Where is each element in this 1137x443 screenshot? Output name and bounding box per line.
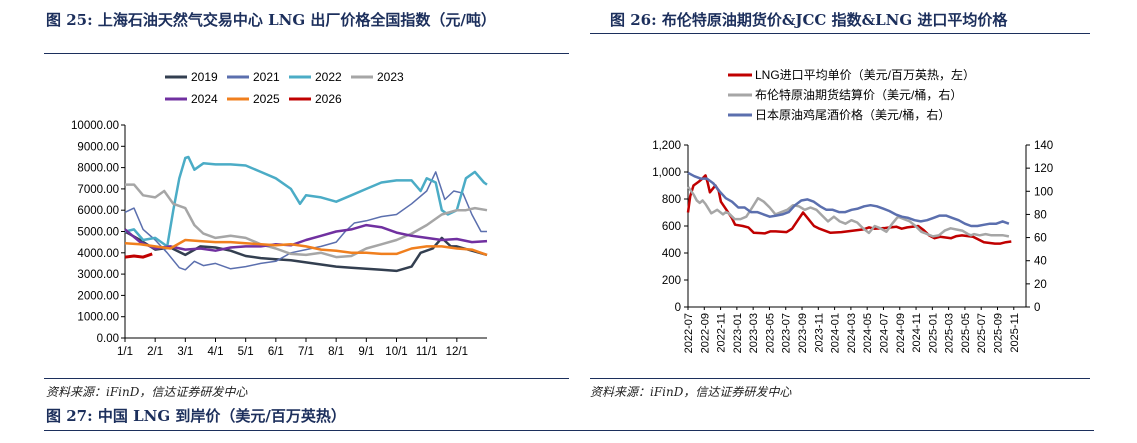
y-left-tick-label: 0 xyxy=(675,302,681,314)
y-right-tick-label: 60 xyxy=(1034,233,1047,245)
x-tick-label: 2024-03 xyxy=(846,313,858,353)
x-tick-label: 2025-01 xyxy=(927,313,939,353)
y-tick-label: 2000.00 xyxy=(77,290,119,302)
x-tick-label: 2023-09 xyxy=(797,313,809,353)
source-note-right: 资料来源：iFinD，信达证券研发中心 xyxy=(590,385,792,399)
x-tick-label: 2025-05 xyxy=(960,313,972,353)
legend-label-0: LNG进口平均单价（美元/百万英热，左） xyxy=(755,67,975,82)
x-tick-label: 9/1 xyxy=(358,346,374,358)
y-tick-label: 10000.00 xyxy=(71,120,119,132)
y-tick-label: 4000.00 xyxy=(77,248,119,260)
legend-label-2019: 2019 xyxy=(191,70,218,84)
figure-26-title-rule xyxy=(590,33,1090,34)
legend-label-2024: 2024 xyxy=(191,92,218,106)
figure-25-title-rule xyxy=(44,53,569,54)
y-left-tick-label: 200 xyxy=(662,275,681,287)
x-tick-label: 2025-11 xyxy=(1009,313,1021,353)
y-right-tick-label: 0 xyxy=(1034,302,1040,314)
legend-label-1: 布伦特原油期货结算价（美元/桶，右） xyxy=(755,87,962,102)
y-tick-label: 1000.00 xyxy=(77,312,119,324)
x-tick-label: 2024-05 xyxy=(862,313,874,353)
x-tick-label: 2023-07 xyxy=(781,313,793,353)
x-tick-label: 2025-07 xyxy=(976,313,988,353)
x-tick-label: 2023-01 xyxy=(732,313,744,353)
y-right-tick-label: 140 xyxy=(1034,140,1053,152)
y-tick-label: 0.00 xyxy=(97,333,119,345)
y-left-tick-label: 400 xyxy=(662,248,681,260)
y-left-tick-label: 600 xyxy=(662,221,681,233)
figure-25-title: 图 25: 上海石油天然气交易中心 LNG 出厂价格全国指数（元/吨） xyxy=(46,11,496,29)
y-right-tick-label: 120 xyxy=(1034,163,1053,175)
series-line-2024 xyxy=(124,223,488,252)
legend-label-2026: 2026 xyxy=(315,92,342,106)
x-tick-label: 10/1 xyxy=(385,346,407,358)
source-note-left: 资料来源：iFinD，信达证券研发中心 xyxy=(46,385,248,399)
x-tick-label: 2022-09 xyxy=(699,313,711,353)
x-tick-label: 12/1 xyxy=(446,346,468,358)
legend-label-2025: 2025 xyxy=(253,92,280,106)
x-tick-label: 5/1 xyxy=(238,346,254,358)
x-tick-label: 4/1 xyxy=(208,346,224,358)
y-tick-label: 6000.00 xyxy=(77,205,119,217)
x-tick-label: 2025-09 xyxy=(992,313,1004,353)
y-left-tick-label: 800 xyxy=(662,194,681,206)
y-right-tick-label: 80 xyxy=(1034,209,1047,221)
series-line-2022 xyxy=(124,155,488,248)
y-right-tick-label: 100 xyxy=(1034,186,1053,198)
series-line-2023 xyxy=(125,183,488,259)
x-tick-label: 2/1 xyxy=(147,346,163,358)
x-tick-label: 2024-11 xyxy=(911,313,923,353)
y-left-tick-label: 1,000 xyxy=(652,167,681,179)
y-tick-label: 9000.00 xyxy=(77,141,119,153)
x-tick-label: 2022-11 xyxy=(716,313,728,353)
series-line-2 xyxy=(687,171,1010,228)
x-tick-label: 3/1 xyxy=(177,346,193,358)
y-tick-label: 8000.00 xyxy=(77,163,119,175)
x-tick-label: 2023-03 xyxy=(748,313,760,353)
series-line-2025 xyxy=(124,238,488,257)
x-tick-label: 1/1 xyxy=(117,346,133,358)
x-tick-label: 2024-07 xyxy=(878,313,890,353)
y-right-tick-label: 40 xyxy=(1034,256,1047,268)
y-tick-label: 3000.00 xyxy=(77,269,119,281)
legend-label-2021: 2021 xyxy=(253,70,280,84)
source-left-rule xyxy=(44,378,569,379)
x-tick-label: 2024-09 xyxy=(895,313,907,353)
legend-label-2023: 2023 xyxy=(377,70,404,84)
x-tick-label: 11/1 xyxy=(416,346,438,358)
x-tick-label: 2023-05 xyxy=(764,313,776,353)
figure-27-title-rule xyxy=(44,430,1094,431)
legend-label-2022: 2022 xyxy=(315,70,342,84)
figure-26-title: 图 26: 布伦特原油期货价&JCC 指数&LNG 进口平均价格 xyxy=(610,11,1008,29)
legend-label-2: 日本原油鸡尾酒价格（美元/桶，右） xyxy=(755,107,950,122)
x-tick-label: 2025-03 xyxy=(944,313,956,353)
y-right-tick-label: 20 xyxy=(1034,279,1047,291)
series-line-1 xyxy=(686,185,1010,238)
x-tick-label: 2022-07 xyxy=(683,313,695,353)
y-left-tick-label: 1,200 xyxy=(652,140,681,152)
series-line-2019 xyxy=(124,230,488,273)
y-tick-label: 5000.00 xyxy=(77,227,119,239)
chart-brent-jcc-lng: LNG进口平均单价（美元/百万英热，左） 布伦特原油期货结算价（美元/桶，右） 日本… xyxy=(652,67,1053,353)
x-tick-label: 2023-11 xyxy=(813,313,825,353)
figure-27-title: 图 27: 中国 LNG 到岸价（美元/百万英热） xyxy=(46,407,346,425)
x-tick-label: 8/1 xyxy=(328,346,344,358)
x-tick-label: 7/1 xyxy=(298,346,314,358)
y-tick-label: 7000.00 xyxy=(77,184,119,196)
series-line-2026 xyxy=(124,252,153,259)
source-right-rule xyxy=(590,378,1090,379)
x-tick-label: 6/1 xyxy=(268,346,284,358)
x-tick-label: 2024-01 xyxy=(830,313,842,353)
chart-lng-index: 2019 2021 2022 2023 2024 2025 2026 0.00 1000.00 2… xyxy=(71,70,488,358)
